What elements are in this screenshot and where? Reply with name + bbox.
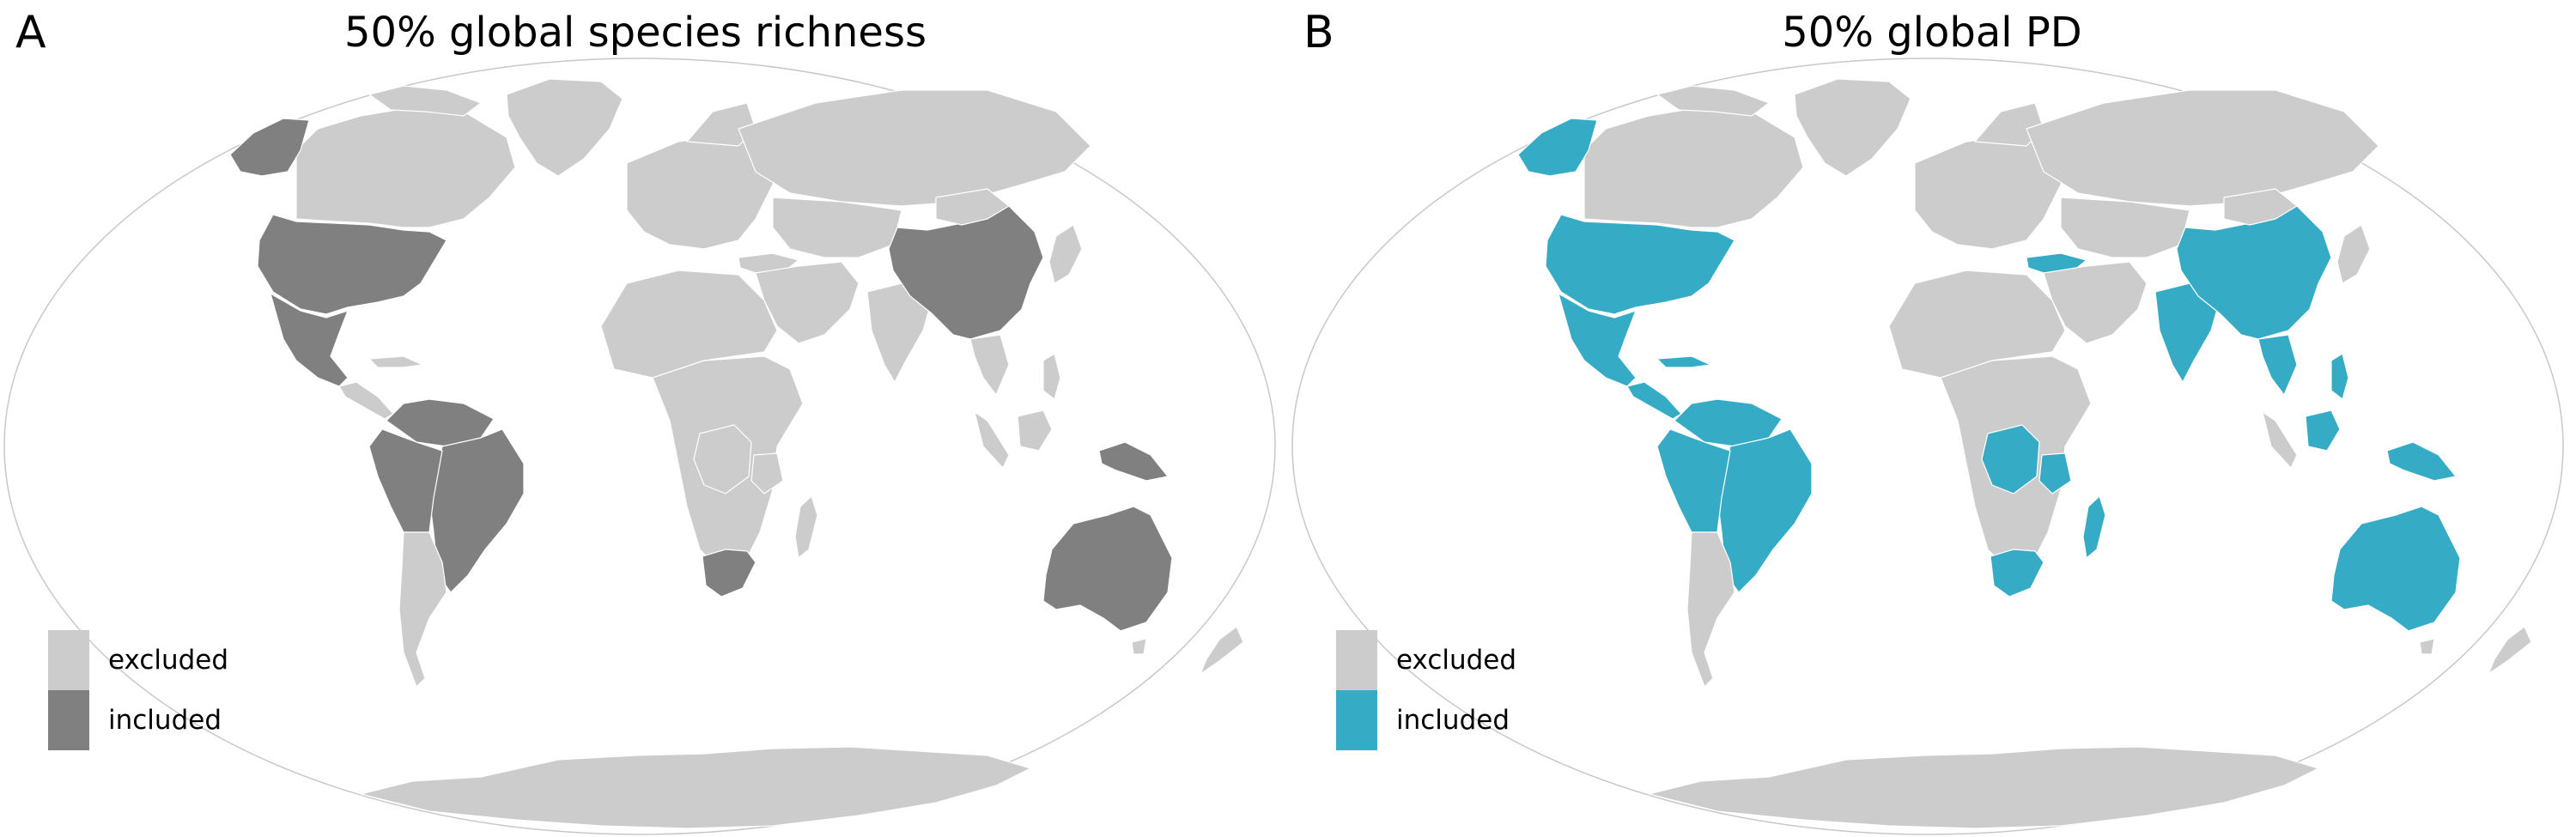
region-mexico — [1558, 293, 1637, 387]
region-scandinavia — [686, 102, 756, 147]
region-canada — [295, 106, 516, 228]
region-central-america — [1626, 381, 1682, 420]
region-middle-east — [2043, 261, 2148, 344]
region-new-guinea — [2386, 441, 2457, 482]
region-arctic-islands — [1656, 85, 1770, 117]
panel-b: B 50% global PD — [1288, 0, 2576, 837]
region-south-africa — [1990, 549, 2044, 597]
region-antarctica — [1648, 746, 2319, 829]
region-southern-cone — [398, 531, 447, 688]
legend-swatch-included — [48, 690, 89, 750]
legend-swatch-included — [1336, 690, 1377, 750]
region-scandinavia — [1974, 102, 2044, 147]
region-alaska — [1517, 118, 1598, 177]
legend-swatch-excluded — [48, 630, 89, 690]
region-south-africa — [702, 549, 756, 597]
region-southern-cone — [1686, 531, 1735, 688]
panel-letter: B — [1303, 7, 1334, 58]
region-greenland — [506, 78, 623, 177]
legend-label-included: included — [1396, 705, 1510, 736]
region-south-america-north — [1674, 398, 1783, 447]
legend: excluded included — [48, 630, 228, 750]
region-usa — [1545, 214, 1735, 315]
region-sumatra — [974, 411, 1010, 469]
region-borneo — [2305, 409, 2341, 452]
region-philippines — [2330, 353, 2349, 400]
region-cuba — [368, 355, 423, 368]
legend-item-included: included — [48, 690, 228, 750]
legend-label-included: included — [108, 705, 222, 736]
region-brazil — [1716, 428, 1813, 593]
region-philippines — [1042, 353, 1061, 400]
world-map — [3, 58, 1276, 835]
region-tasmania — [2419, 638, 2435, 655]
legend-label-excluded: excluded — [1396, 645, 1517, 676]
region-sumatra — [2262, 411, 2298, 469]
region-mongolia — [2223, 188, 2298, 226]
region-australia — [2330, 506, 2461, 632]
region-tasmania — [1131, 638, 1147, 655]
legend-item-excluded: excluded — [1336, 630, 1516, 690]
region-mexico — [270, 293, 349, 387]
region-africa-north — [600, 270, 778, 379]
region-alaska — [229, 118, 310, 177]
region-central-asia — [2060, 197, 2190, 258]
region-russia — [2026, 89, 2379, 207]
region-madagascar — [794, 495, 818, 559]
region-mongolia — [935, 188, 1010, 226]
legend-label-excluded: excluded — [108, 645, 229, 676]
region-central-america — [338, 381, 394, 420]
region-greenland — [1794, 78, 1911, 177]
legend-item-excluded: excluded — [48, 630, 228, 690]
region-new-zealand — [1200, 626, 1244, 675]
panel-letter: A — [15, 7, 46, 58]
legend-item-included: included — [1336, 690, 1516, 750]
panel-title: 50% global species richness — [344, 9, 927, 57]
region-tanzania — [750, 452, 784, 494]
region-madagascar — [2082, 495, 2106, 559]
region-antarctica — [360, 746, 1031, 829]
region-japan — [1048, 224, 1083, 284]
panel-title: 50% global PD — [1782, 9, 2082, 57]
region-canada — [1583, 106, 1804, 228]
region-central-asia — [772, 197, 902, 258]
region-brazil — [428, 428, 525, 593]
region-africa-north — [1888, 270, 2066, 379]
region-new-guinea — [1098, 441, 1169, 482]
region-arctic-islands — [368, 85, 482, 117]
panel-a: A 50% global species richness — [3, 7, 1276, 835]
region-south-america-north — [386, 398, 495, 447]
region-russia — [738, 89, 1091, 207]
region-cuba — [1656, 355, 1711, 368]
region-dr-congo — [693, 424, 752, 494]
region-dr-congo — [1981, 424, 2040, 494]
region-borneo — [1017, 409, 1053, 452]
region-new-zealand — [2488, 626, 2532, 675]
world-map — [1291, 58, 2564, 835]
region-tanzania — [2038, 452, 2072, 494]
region-southeast-asia — [2257, 334, 2298, 396]
region-southeast-asia — [969, 334, 1010, 396]
legend: excluded included — [1336, 630, 1516, 750]
region-middle-east — [755, 261, 860, 344]
region-australia — [1042, 506, 1173, 632]
legend-swatch-excluded — [1336, 630, 1377, 690]
region-japan — [2336, 224, 2371, 284]
region-usa — [257, 214, 447, 315]
